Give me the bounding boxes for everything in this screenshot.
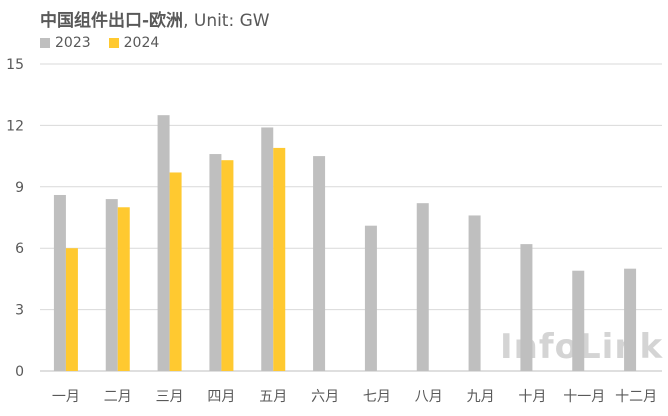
- legend-item-2024: 2024: [108, 35, 160, 51]
- bar-2023-12: [624, 268, 637, 371]
- bar-2024-1: [65, 248, 78, 371]
- x-tick-label: 七月: [363, 389, 391, 405]
- x-tick-label: 一月: [52, 389, 80, 405]
- chart-title-main: 中国组件出口-欧洲: [40, 11, 184, 31]
- bar-layer: [53, 115, 637, 372]
- bar-2023-11: [572, 270, 585, 371]
- x-tick-label: 六月: [311, 389, 339, 405]
- legend-label-2023: 2023: [55, 35, 91, 51]
- x-tick-label: 十二月: [615, 389, 657, 405]
- chart-title-unit: , Unit: GW: [183, 11, 270, 31]
- bar-2023-3: [157, 115, 170, 372]
- y-tick-label: 9: [15, 180, 24, 196]
- y-tick-label: 3: [15, 303, 24, 319]
- y-tick-label: 15: [6, 57, 24, 73]
- bar-2023-4: [209, 154, 222, 371]
- legend-swatch-2024: [108, 38, 119, 48]
- bar-2024-5: [273, 147, 286, 371]
- grid-layer: [40, 63, 662, 311]
- bar-2023-7: [364, 225, 377, 371]
- bar-2023-5: [261, 127, 274, 372]
- y-tick-label: 0: [15, 364, 24, 380]
- chart-title: 中国组件出口-欧洲, Unit: GW: [40, 6, 270, 31]
- legend-item-2023: 2023: [40, 35, 91, 51]
- bar-2023-2: [105, 199, 118, 371]
- legend: 2023 2024: [40, 35, 159, 51]
- bar-2023-10: [520, 244, 533, 371]
- x-tick-label: 四月: [207, 389, 235, 405]
- legend-swatch-2023: [40, 38, 50, 48]
- bar-2023-9: [468, 215, 481, 371]
- bar-2023-6: [313, 156, 326, 371]
- bar-2023-8: [416, 203, 429, 371]
- bar-2024-4: [221, 160, 234, 371]
- x-tick-label: 五月: [259, 389, 287, 405]
- x-tick-label: 十月: [518, 389, 546, 405]
- y-tick-label: 12: [6, 118, 24, 134]
- x-tick-label: 二月: [104, 389, 132, 405]
- bar-2024-2: [117, 207, 130, 371]
- bar-2024-3: [169, 172, 182, 371]
- x-tick-label: 十一月: [563, 389, 605, 405]
- y-tick-label: 6: [15, 241, 24, 257]
- bar-2023-1: [53, 194, 66, 371]
- x-tick-label: 三月: [156, 389, 184, 405]
- legend-label-2024: 2024: [123, 35, 160, 51]
- x-tick-label: 八月: [415, 389, 443, 405]
- x-tick-label: 九月: [467, 389, 495, 405]
- label-layer: 0 3 6 9 12 15 一月 二月 三月 四月 五月 六月 七月 八月 九月 十月 十一月 十二月: [6, 57, 657, 405]
